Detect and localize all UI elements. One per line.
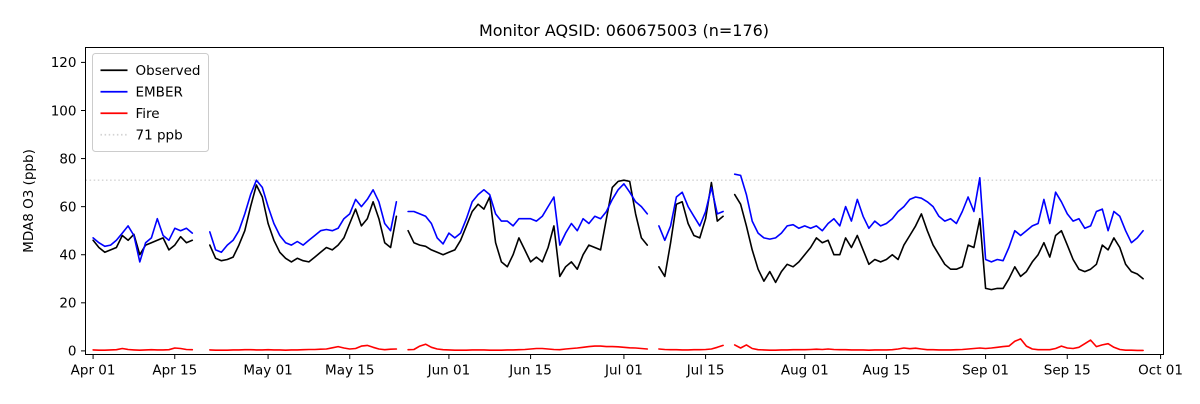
legend: Observed EMBER Fire 71 ppb [92,53,209,152]
x-tick-label: Jun 01 [427,363,471,379]
x-tick-label: Sep 01 [962,363,1009,379]
x-tick-label: Aug 15 [862,363,910,379]
x-tick-label: Sep 15 [1044,363,1091,379]
legend-box [92,53,209,152]
y-tick-label: 80 [59,151,76,167]
legend-label-observed: Observed [136,63,201,79]
legend-label-ember: EMBER [136,85,183,101]
y-axis-label: MDA8 O3 (ppb) [21,149,37,253]
x-tick-label: Jul 01 [604,363,643,379]
x-tick-label: Aug 01 [781,363,829,379]
chart-title: Monitor AQSID: 060675003 (n=176) [479,21,769,40]
y-tick-label: 120 [51,55,77,71]
x-tick-label: Apr 15 [152,363,197,379]
x-tick-label: Jul 15 [686,363,725,379]
y-tick-label: 60 [59,199,76,215]
y-tick-label: 20 [59,296,76,312]
plot-area: Apr 01 Apr 15 May 01 May 15 Jun 01 Jun 15 Jul … [51,47,1183,379]
legend-label-71-ppb: 71 ppb [136,128,183,144]
y-tick-label: 40 [59,248,76,264]
x-tick-label: Oct 01 [1138,363,1183,379]
legend-label-fire: Fire [136,106,160,122]
x-tick-label: May 15 [325,363,374,379]
y-tick-label: 0 [68,344,77,360]
series-line-fire [92,338,1144,352]
plot-border [85,47,1164,355]
x-tick-label: Jun 15 [508,363,552,379]
x-tick-label: May 01 [243,363,292,379]
series-line-ember [92,173,1144,263]
x-tick-label: Apr 01 [71,363,116,379]
y-tick-label: 100 [51,103,77,119]
